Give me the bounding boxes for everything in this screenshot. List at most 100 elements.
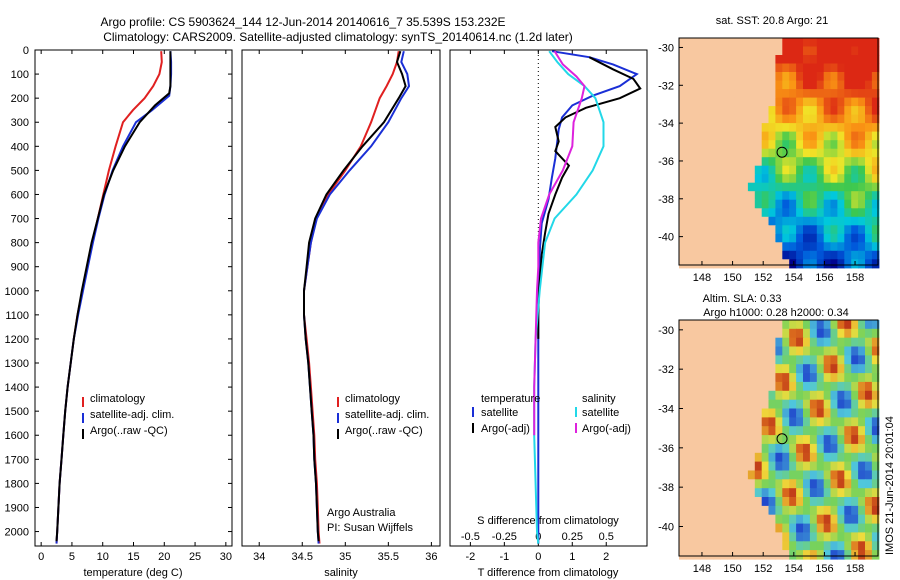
sla-cell <box>796 461 804 472</box>
sst-cell <box>865 182 873 192</box>
sst-cell <box>823 114 832 124</box>
sst-cell <box>727 216 735 226</box>
sst-cell <box>741 114 749 124</box>
sla-cell <box>747 373 756 383</box>
sst-cell <box>816 250 825 260</box>
sla-cell <box>871 532 880 542</box>
sla-cell <box>830 426 838 436</box>
sla-cell <box>837 550 845 560</box>
sst-cell <box>685 250 694 260</box>
sst-cell <box>727 199 735 209</box>
sst-cell <box>823 106 832 116</box>
sst-cell <box>782 55 790 65</box>
sst-cell <box>816 38 825 48</box>
sla-cell <box>865 328 873 339</box>
sla-cell <box>685 320 694 330</box>
sst-cell <box>734 216 742 226</box>
sla-cell <box>775 470 783 480</box>
depth-tick-label: 600 <box>11 189 29 201</box>
sst-cell <box>871 250 880 260</box>
sst-cell <box>796 38 804 48</box>
sst-cell <box>706 199 715 209</box>
sst-cell <box>851 63 859 73</box>
sst-cell <box>789 131 797 141</box>
sst-cell <box>720 165 728 175</box>
sla-cell <box>761 408 770 418</box>
sst-cell <box>851 123 859 133</box>
sla-cell <box>865 550 873 560</box>
sla-cell <box>789 461 797 472</box>
sla-cell <box>706 346 715 356</box>
sst-lat-label: -38 <box>658 194 674 206</box>
sst-cell <box>754 148 763 158</box>
sst-cell <box>782 97 790 107</box>
sla-cell <box>782 541 790 551</box>
sst-cell <box>851 131 859 141</box>
sla-cell <box>871 373 880 383</box>
sst-lat-label: -34 <box>658 118 674 130</box>
sla-cell <box>809 346 818 356</box>
sst-cell <box>830 233 838 243</box>
sla-cell <box>782 488 790 498</box>
sst-cell <box>734 242 742 252</box>
sla-cell <box>692 497 701 507</box>
temperature-x-tick-label: 25 <box>189 551 201 563</box>
sla-cell <box>713 426 721 436</box>
sla-cell <box>789 346 797 356</box>
sla-cell <box>858 488 866 498</box>
sst-cell <box>803 148 811 158</box>
sst-cell <box>713 199 721 209</box>
sst-cell <box>768 89 776 99</box>
sst-cell <box>754 259 763 269</box>
sst-cell <box>713 174 721 184</box>
sst-cell <box>823 89 832 99</box>
sla-cell <box>803 497 811 507</box>
sst-cell <box>851 46 859 56</box>
sla-cell <box>782 514 790 525</box>
sla-lat-label: -36 <box>658 443 674 455</box>
sla-cell <box>713 399 721 410</box>
sla-cell <box>734 532 742 542</box>
sla-cell <box>830 505 838 516</box>
sla-cell <box>789 514 797 525</box>
sst-cell <box>775 131 783 141</box>
sla-cell <box>830 497 838 507</box>
sla-cell <box>851 443 859 454</box>
sst-cell <box>747 233 756 243</box>
sst-cell <box>713 55 721 65</box>
sla-cell <box>754 505 763 516</box>
sla-cell <box>837 505 845 516</box>
sla-cell <box>679 443 687 454</box>
sla-cell <box>768 355 776 365</box>
sst-cell <box>692 114 701 124</box>
sst-cell <box>699 148 708 158</box>
sla-cell <box>844 541 852 551</box>
sla-cell <box>727 488 735 498</box>
salinity-x-tick-label: 35.5 <box>378 551 399 563</box>
sst-cell <box>823 165 832 175</box>
sst-cell <box>865 259 873 269</box>
sst-cell <box>865 46 873 56</box>
sst-cell <box>823 140 832 150</box>
sst-cell <box>706 38 715 48</box>
sla-cell <box>679 408 687 418</box>
sla-cell <box>789 381 797 392</box>
argo-australia-label: Argo Australia <box>327 507 396 519</box>
sst-cell <box>809 97 818 107</box>
sst-cell <box>754 225 763 235</box>
sst-cell <box>734 208 742 218</box>
sst-cell <box>858 225 866 235</box>
sst-cell <box>692 216 701 226</box>
sla-cell <box>754 488 763 498</box>
sla-cell <box>692 514 701 525</box>
sla-cell <box>734 470 742 480</box>
sst-cell <box>816 140 825 150</box>
sst-cell <box>775 80 783 90</box>
sst-cell <box>741 46 749 56</box>
sst-cell <box>679 208 687 218</box>
sla-cell <box>830 381 838 392</box>
sla-cell <box>741 355 749 365</box>
sst-cell <box>871 148 880 158</box>
sla-cell <box>720 452 728 463</box>
sla-cell <box>782 364 790 374</box>
